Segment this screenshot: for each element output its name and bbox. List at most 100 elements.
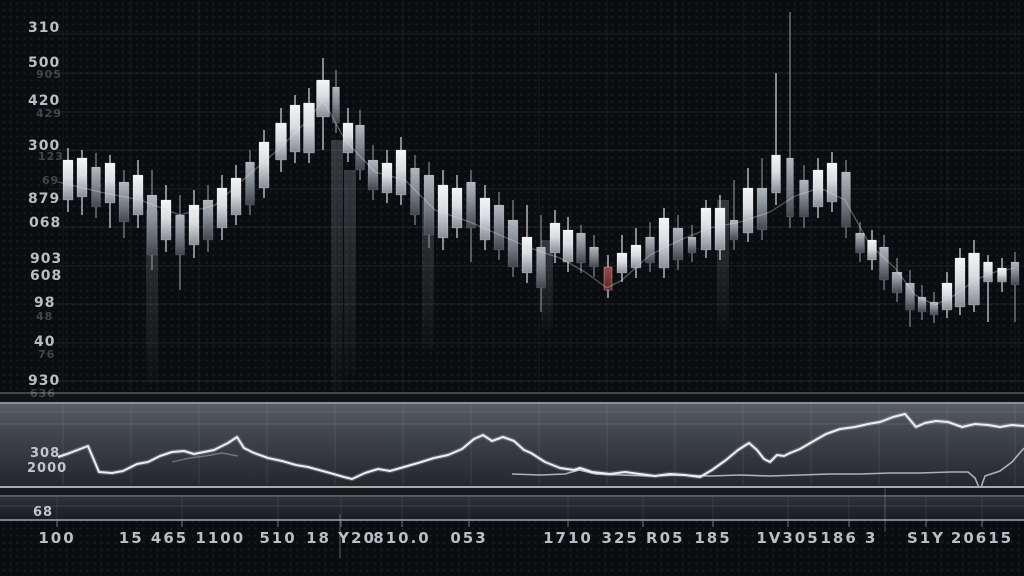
shadow-bar — [344, 170, 356, 375]
candle-body — [826, 162, 838, 203]
candle-body — [410, 167, 420, 216]
y-axis-label: 608 — [30, 268, 62, 284]
candle-body — [76, 157, 88, 198]
y-axis-label: 310 — [28, 20, 60, 36]
x-axis-label: 325 R05 — [602, 529, 685, 547]
candle-body — [841, 171, 851, 228]
x-axis-label: 810.0 — [373, 529, 430, 547]
candle-body — [437, 184, 449, 239]
candle-body — [451, 187, 463, 229]
y-axis-label: 879 — [28, 191, 60, 207]
y-axis-label: 300 — [28, 138, 60, 154]
x-axis-label: 185 — [694, 529, 731, 547]
sub-band — [0, 497, 1024, 519]
candle-body — [230, 177, 242, 216]
candle-body — [812, 169, 824, 208]
candle-body — [479, 197, 491, 241]
candle-body — [521, 236, 533, 274]
candle-body — [245, 161, 255, 206]
indicator-axis-label: 308 — [30, 446, 60, 461]
candle-body — [771, 154, 781, 194]
candle-body — [879, 246, 889, 281]
candle-body — [905, 282, 915, 311]
candle-body — [630, 244, 642, 269]
shadow-bar — [331, 140, 343, 390]
candle-body — [303, 102, 315, 154]
candle-body — [589, 246, 599, 268]
candle-body — [576, 232, 586, 264]
candle-body — [799, 179, 809, 218]
candle-body — [687, 236, 697, 254]
shadow-bars — [146, 140, 729, 390]
y-axis-label: 903 — [30, 251, 62, 267]
candle-body — [104, 162, 116, 204]
candle-body — [146, 194, 158, 256]
y-axis-label: 930 — [28, 373, 60, 389]
candle-body — [700, 207, 712, 251]
candle-body — [672, 227, 684, 261]
x-axis-label: 186 3 — [821, 529, 878, 547]
candle-body — [742, 187, 754, 234]
candle-body — [968, 252, 980, 306]
y-axis-label: 068 — [29, 215, 61, 231]
candle-body — [983, 261, 993, 283]
y-axis-label: 48 — [36, 310, 53, 323]
candle-body — [118, 181, 130, 223]
candle-body — [493, 204, 505, 251]
x-axis-label: 20615 — [951, 529, 1013, 547]
indicator-axis-label: 2000 — [27, 461, 67, 476]
candle-body — [603, 266, 613, 291]
candle-body — [891, 271, 903, 294]
candle-body — [954, 257, 966, 308]
candles-group — [62, 12, 1020, 327]
candle-body — [258, 141, 270, 189]
y-axis-label: 636 — [30, 387, 56, 400]
candle-body — [729, 219, 739, 241]
x-axis-label: 18 Y20 — [306, 529, 376, 547]
y-axis-label: 76 — [38, 348, 55, 361]
candle-body — [367, 159, 379, 191]
candle-body — [316, 79, 330, 118]
indicator-line-main — [57, 413, 1024, 480]
x-axis-label: 1V305 — [756, 529, 819, 547]
candle-body — [562, 229, 574, 263]
indicator-line-secondary-left — [171, 452, 239, 463]
y-axis-label: 69 — [42, 174, 59, 187]
candle-body — [275, 122, 287, 161]
candle-body — [536, 246, 546, 289]
candle-body — [342, 122, 354, 154]
x-axis-label: 15 465 1100 — [119, 529, 245, 547]
x-axis-label: 510 — [259, 529, 296, 547]
candle-body — [466, 181, 476, 229]
indicator-panel — [0, 404, 1024, 486]
indicator-axis-label: 68 — [33, 505, 53, 520]
candle-body — [941, 282, 953, 311]
border-band — [0, 488, 1024, 496]
x-axis-label: 100 — [38, 529, 75, 547]
y-axis-label: 905 — [36, 68, 62, 81]
x-axis-label: S1Y — [907, 529, 945, 547]
candle-body — [332, 86, 340, 124]
candle-body — [423, 174, 435, 236]
shadow-bar — [422, 200, 434, 350]
candle-body — [216, 187, 228, 229]
candle-body — [355, 124, 365, 171]
candle-body — [616, 252, 628, 274]
candle-body — [160, 199, 172, 241]
candle-body — [756, 187, 768, 231]
ma-line — [57, 99, 1016, 306]
candle-body — [507, 219, 519, 268]
candle-body — [62, 159, 74, 201]
candle-body — [997, 267, 1007, 283]
y-axis-label: 500 — [28, 55, 60, 71]
candle-body — [855, 232, 865, 254]
x-axis-label: 053 — [450, 529, 487, 547]
y-axis-label: 420 — [28, 93, 60, 109]
candle-body — [658, 217, 670, 269]
x-axis-label: 1710 — [543, 529, 593, 547]
candle-body — [202, 199, 214, 241]
candle-body — [929, 301, 939, 316]
